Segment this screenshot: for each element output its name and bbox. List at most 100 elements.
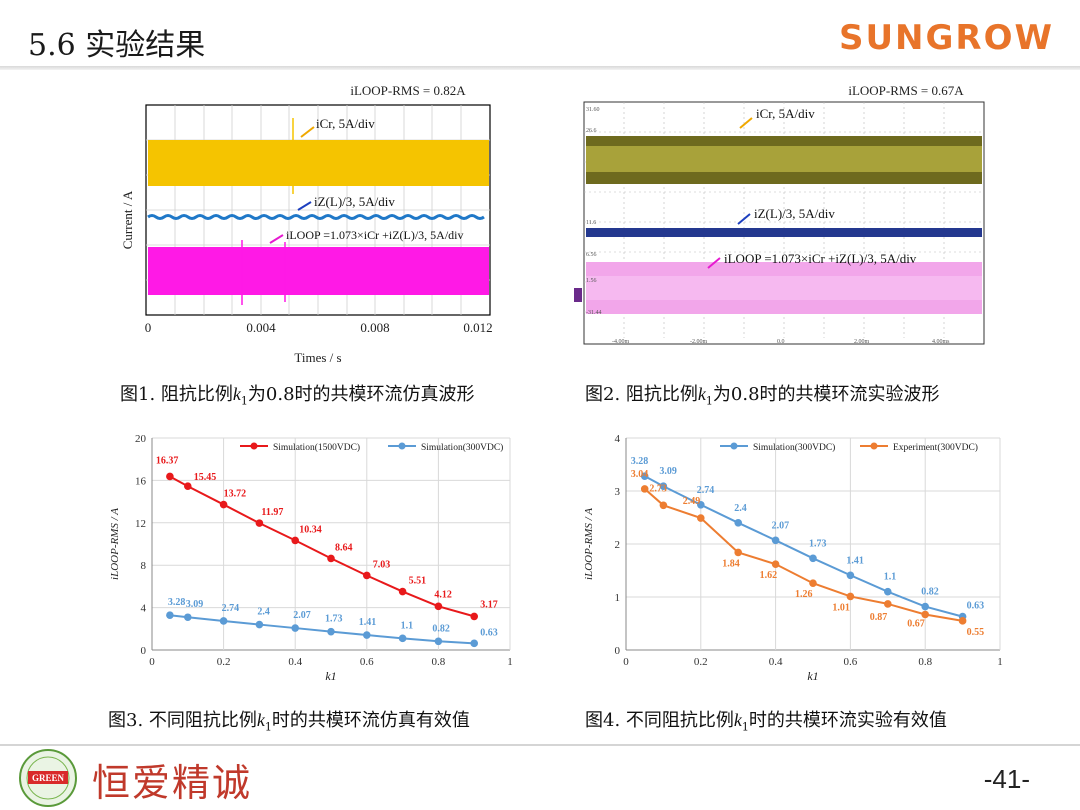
data-point — [363, 631, 371, 639]
data-point — [291, 624, 299, 632]
series-line — [644, 475, 963, 618]
x-tick-label: 0 — [623, 656, 629, 668]
fig2-caption: 图2. 阻抗比例k1为0.8时的共模环流实验波形 — [585, 384, 940, 408]
data-label: 1.41 — [359, 617, 377, 628]
data-point — [434, 602, 443, 611]
y-tick-label: 4 — [615, 433, 621, 445]
company-motto: 恒爱精诚 — [92, 761, 253, 805]
data-label: 2.07 — [772, 520, 790, 531]
y-tick-label: 8 — [141, 560, 147, 572]
fig2-rms-label: iLOOP-RMS = 0.67A — [848, 83, 964, 98]
data-label: 2.4 — [257, 607, 270, 618]
green-badge-logo: GREEN — [19, 749, 77, 807]
figure2-scope: iLOOP-RMS = 0.67A 31.60 26.6 11.6 6.56 1… — [574, 83, 985, 345]
data-point — [291, 536, 299, 545]
x-axis-label: k1 — [325, 669, 336, 683]
data-point — [184, 613, 192, 622]
figure1-waveform: iLOOP-RMS = 0.82A iCr, 5A/div iZ(L)/3, 5… — [120, 83, 493, 365]
data-label: 1.26 — [795, 589, 813, 600]
y-axis-label: iLOOP-RMS / A — [583, 508, 595, 580]
data-point — [434, 637, 443, 646]
x-tick-label: 0.2 — [217, 656, 231, 668]
data-point — [921, 610, 929, 619]
legend-entry: Simulation(300VDC) — [753, 442, 835, 453]
figure4-chart: 0 1 2 3 4 0 0.2 0.4 0.6 0.8 1 k1 iLOOP-RMS / A Simula… — [570, 424, 1012, 686]
data-label: 13.72 — [224, 489, 247, 500]
data-label: 15.45 — [194, 472, 217, 483]
data-label: 11.97 — [261, 507, 283, 518]
fig1-loop-waveform — [148, 247, 489, 295]
x-tick-label: 0 — [149, 656, 155, 668]
data-label: 0.82 — [432, 623, 450, 634]
svg-text:0.004: 0.004 — [246, 320, 276, 335]
data-point — [255, 620, 264, 629]
fig2-scope-scale: 31.60 26.6 11.6 6.56 1.56 -31.44 -4.00m … — [586, 107, 950, 345]
legend-marker — [398, 442, 406, 450]
data-point — [398, 587, 407, 596]
x-axis-label: k1 — [807, 669, 818, 683]
data-point — [640, 485, 649, 493]
svg-text:11.6: 11.6 — [586, 220, 596, 226]
data-label: 4.12 — [434, 589, 452, 600]
data-label: 1.73 — [325, 614, 343, 625]
x-tick-label: 0.4 — [288, 656, 302, 668]
data-point — [659, 501, 668, 510]
figure3-chart: 0 4 8 12 16 20 0 0.2 0.4 0.6 0.8 1 k1 iLOOP-RMS / A Si… — [100, 424, 522, 686]
series-line — [169, 475, 475, 618]
data-label: 0.63 — [480, 627, 498, 638]
data-point — [846, 592, 855, 601]
y-tick-label: 4 — [141, 603, 147, 615]
fig2-z-waveform — [586, 228, 982, 237]
data-point — [184, 482, 192, 491]
data-point — [771, 536, 780, 545]
data-point — [884, 600, 892, 608]
fig1-annotations: iCr, 5A/div iZ(L)/3, 5A/div iLOOP =1.073… — [269, 116, 464, 244]
y-tick-label: 3 — [615, 486, 621, 498]
fig1-cr-waveform — [148, 140, 489, 186]
data-point — [697, 514, 705, 522]
data-label: 2.73 — [649, 483, 667, 494]
data-point — [398, 634, 407, 643]
fig2-annotations: iCr, 5A/div iZ(L)/3, 5A/div iLOOP =1.073… — [707, 106, 917, 269]
data-point — [921, 602, 929, 611]
data-label: 0.67 — [907, 618, 925, 629]
svg-text:31.60: 31.60 — [586, 107, 600, 113]
x-tick-label: 0.8 — [918, 656, 932, 668]
data-point — [846, 571, 855, 580]
x-tick-label: 1 — [997, 656, 1003, 668]
svg-text:0.012: 0.012 — [463, 320, 492, 335]
data-point — [809, 554, 817, 563]
data-label: 0.55 — [967, 627, 985, 638]
legend-marker — [870, 442, 878, 450]
data-label: 1.84 — [722, 558, 740, 569]
data-point — [327, 554, 335, 563]
x-tick-label: 0.6 — [360, 656, 374, 668]
fig2-ann-z: iZ(L)/3, 5A/div — [754, 206, 835, 221]
data-label: 2.74 — [697, 485, 715, 496]
data-point — [734, 548, 742, 557]
svg-text:26.6: 26.6 — [586, 128, 597, 134]
legend-marker — [730, 442, 738, 450]
data-label: 5.51 — [409, 576, 427, 587]
fig1-xticks: 0 0.004 0.008 0.012 — [145, 320, 493, 335]
y-tick-label: 0 — [141, 645, 147, 657]
data-point — [363, 571, 371, 580]
x-tick-label: 0.4 — [769, 656, 783, 668]
fig2-ann-loop: iLOOP =1.073×iCr +iZ(L)/3, 5A/div — [724, 251, 917, 266]
fig1-ann-cr: iCr, 5A/div — [316, 116, 375, 131]
data-label: 1.1 — [401, 620, 414, 631]
sungrow-logo: SUNGROW — [838, 18, 1054, 58]
data-label: 8.64 — [335, 542, 353, 553]
data-point — [697, 500, 705, 509]
data-label: 16.37 — [156, 455, 179, 466]
y-tick-label: 0 — [615, 645, 621, 657]
fig4-caption: 图4. 不同阻抗比例k1时的共模环流实验有效值 — [585, 710, 947, 734]
fig3-caption: 图3. 不同阻抗比例k1时的共模环流仿真有效值 — [108, 710, 470, 734]
svg-text:-2.00m: -2.00m — [690, 339, 707, 345]
svg-text:-31.44: -31.44 — [586, 310, 602, 316]
data-label: 1.41 — [846, 555, 864, 566]
y-tick-label: 20 — [135, 433, 147, 445]
data-label: 3.28 — [631, 456, 649, 467]
data-label: 7.03 — [373, 559, 391, 570]
data-label: 0.82 — [921, 587, 939, 598]
